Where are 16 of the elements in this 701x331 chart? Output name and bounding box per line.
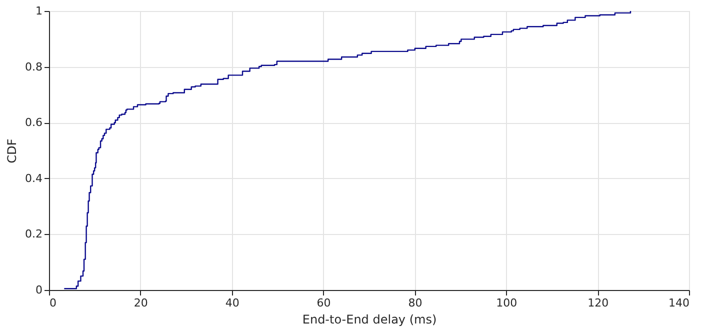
y-tick-label: 0 bbox=[36, 284, 42, 296]
y-tick-label: 0.6 bbox=[25, 116, 42, 130]
x-tick-label: 140 bbox=[668, 296, 690, 310]
x-tick-label: 40 bbox=[225, 296, 240, 310]
y-axis-title: CDF bbox=[5, 138, 20, 164]
x-tick-label: 0 bbox=[50, 296, 56, 310]
x-axis-title: End-to-End delay (ms) bbox=[302, 312, 437, 326]
x-tick-label: 80 bbox=[408, 296, 422, 310]
y-tick-label: 1 bbox=[36, 4, 42, 18]
x-tick-label: 100 bbox=[496, 296, 518, 310]
x-tick-label: 20 bbox=[134, 296, 148, 310]
y-tick-label: 0.4 bbox=[25, 172, 42, 185]
x-tick-label: 120 bbox=[588, 296, 609, 310]
x-tick-label: 60 bbox=[316, 296, 331, 310]
y-tick-label: 0.2 bbox=[25, 228, 42, 241]
y-tick-label: 0.8 bbox=[25, 60, 42, 74]
